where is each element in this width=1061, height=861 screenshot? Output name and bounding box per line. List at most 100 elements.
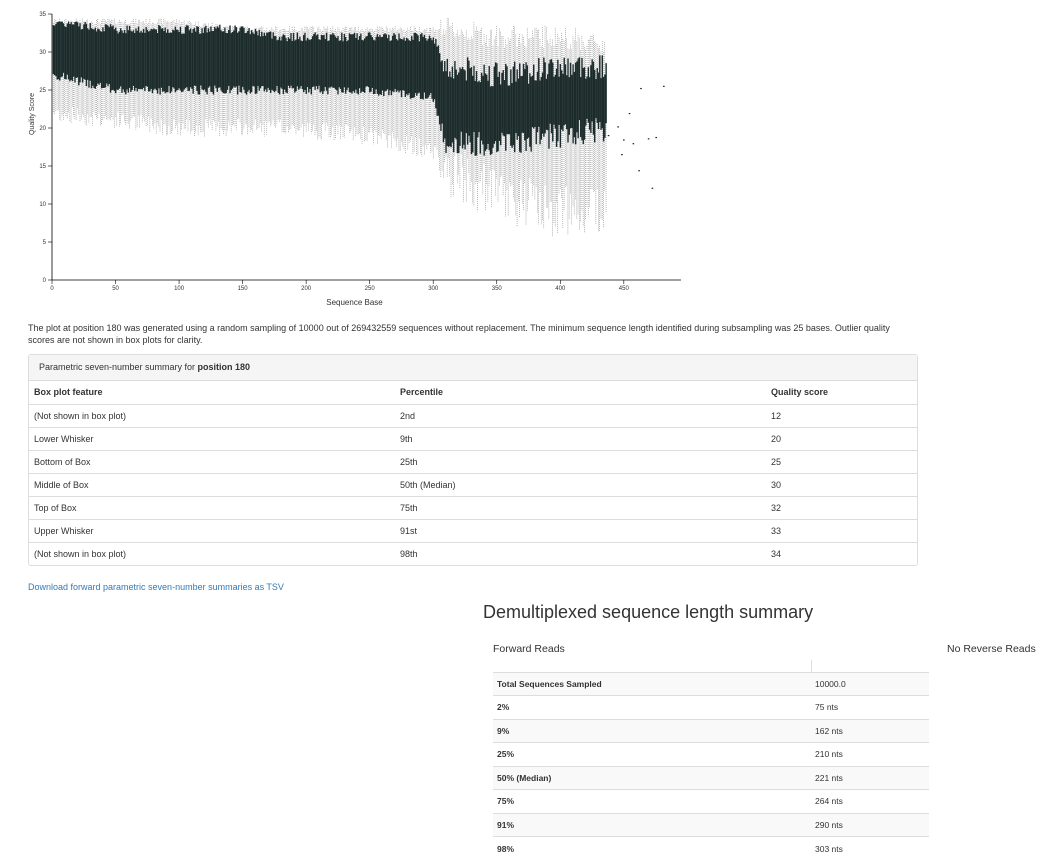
box	[342, 41, 344, 93]
box	[211, 30, 213, 93]
table-cell: 10000.0	[811, 671, 929, 696]
box	[482, 75, 484, 145]
box	[111, 26, 113, 91]
box	[591, 59, 593, 122]
tail-point	[663, 85, 665, 87]
download-tsv-link[interactable]: Download forward parametric seven-number…	[28, 582, 284, 592]
box	[127, 30, 130, 93]
table-cell: 25%	[493, 742, 811, 766]
box	[141, 32, 144, 90]
box	[499, 84, 502, 146]
box	[99, 31, 102, 83]
table-row: 25% 210 nts	[493, 742, 929, 766]
box	[391, 35, 394, 92]
box	[311, 36, 314, 88]
box	[200, 33, 202, 86]
box	[257, 35, 259, 87]
box	[73, 24, 75, 77]
box	[269, 31, 272, 93]
x-tick-label: 250	[365, 286, 376, 292]
box	[186, 25, 188, 88]
box	[450, 77, 452, 148]
box	[299, 36, 301, 89]
box	[98, 29, 100, 85]
box	[239, 27, 241, 93]
box	[446, 58, 448, 146]
box	[407, 38, 409, 96]
box	[303, 35, 305, 93]
box	[595, 79, 597, 119]
box	[198, 33, 201, 95]
box	[560, 70, 563, 130]
box	[390, 40, 393, 96]
box	[66, 23, 69, 75]
box	[491, 85, 493, 154]
box	[550, 59, 553, 134]
box	[355, 38, 357, 90]
table-row: 9% 162 nts	[493, 718, 929, 743]
box	[259, 36, 262, 89]
box	[385, 34, 387, 91]
box	[147, 31, 150, 92]
box	[517, 78, 520, 137]
box	[194, 31, 197, 86]
box	[250, 30, 253, 93]
box	[301, 41, 304, 90]
box	[600, 78, 602, 130]
box	[456, 74, 459, 154]
x-tick-label: 450	[619, 286, 630, 292]
y-tick-label: 30	[39, 50, 46, 56]
box	[596, 67, 598, 123]
tail-point	[623, 139, 625, 141]
box	[78, 26, 80, 86]
box	[94, 27, 97, 89]
box	[295, 39, 297, 92]
box	[224, 27, 226, 94]
y-tick-label: 10	[39, 202, 46, 208]
box	[460, 69, 462, 132]
box	[412, 39, 414, 98]
box	[252, 32, 254, 86]
box	[413, 32, 415, 98]
box	[377, 36, 380, 96]
box	[472, 75, 474, 153]
box	[325, 32, 328, 91]
table-cell: 25th	[395, 449, 766, 473]
box	[590, 65, 592, 134]
box	[187, 25, 189, 92]
quality-plot: Sequence Base 0 50 100 150 200 250 300 350 400 45…	[0, 0, 700, 315]
box	[414, 33, 417, 94]
box	[554, 74, 556, 129]
box	[294, 40, 296, 93]
box	[192, 29, 194, 94]
box	[178, 31, 180, 89]
box	[324, 39, 327, 87]
box	[492, 86, 494, 148]
box	[348, 33, 351, 93]
box	[586, 76, 588, 119]
box	[128, 25, 131, 88]
box	[169, 32, 171, 94]
box	[188, 30, 191, 91]
table-row: Upper Whisker 91st 33	[29, 518, 917, 542]
box	[297, 39, 300, 90]
box	[214, 26, 216, 86]
box	[76, 22, 79, 78]
box	[100, 31, 103, 89]
box	[507, 85, 509, 135]
box	[272, 32, 274, 91]
box	[582, 67, 584, 145]
box	[519, 63, 521, 152]
box	[314, 32, 316, 90]
box	[181, 33, 183, 92]
box	[254, 28, 257, 94]
box	[60, 21, 62, 78]
x-tick-label: 100	[174, 286, 185, 292]
reverse-reads-label: No Reverse Reads	[947, 643, 1036, 655]
box	[422, 36, 424, 100]
box	[174, 26, 177, 93]
box	[155, 29, 157, 91]
box	[170, 32, 173, 92]
box	[525, 62, 527, 152]
box	[258, 29, 260, 91]
